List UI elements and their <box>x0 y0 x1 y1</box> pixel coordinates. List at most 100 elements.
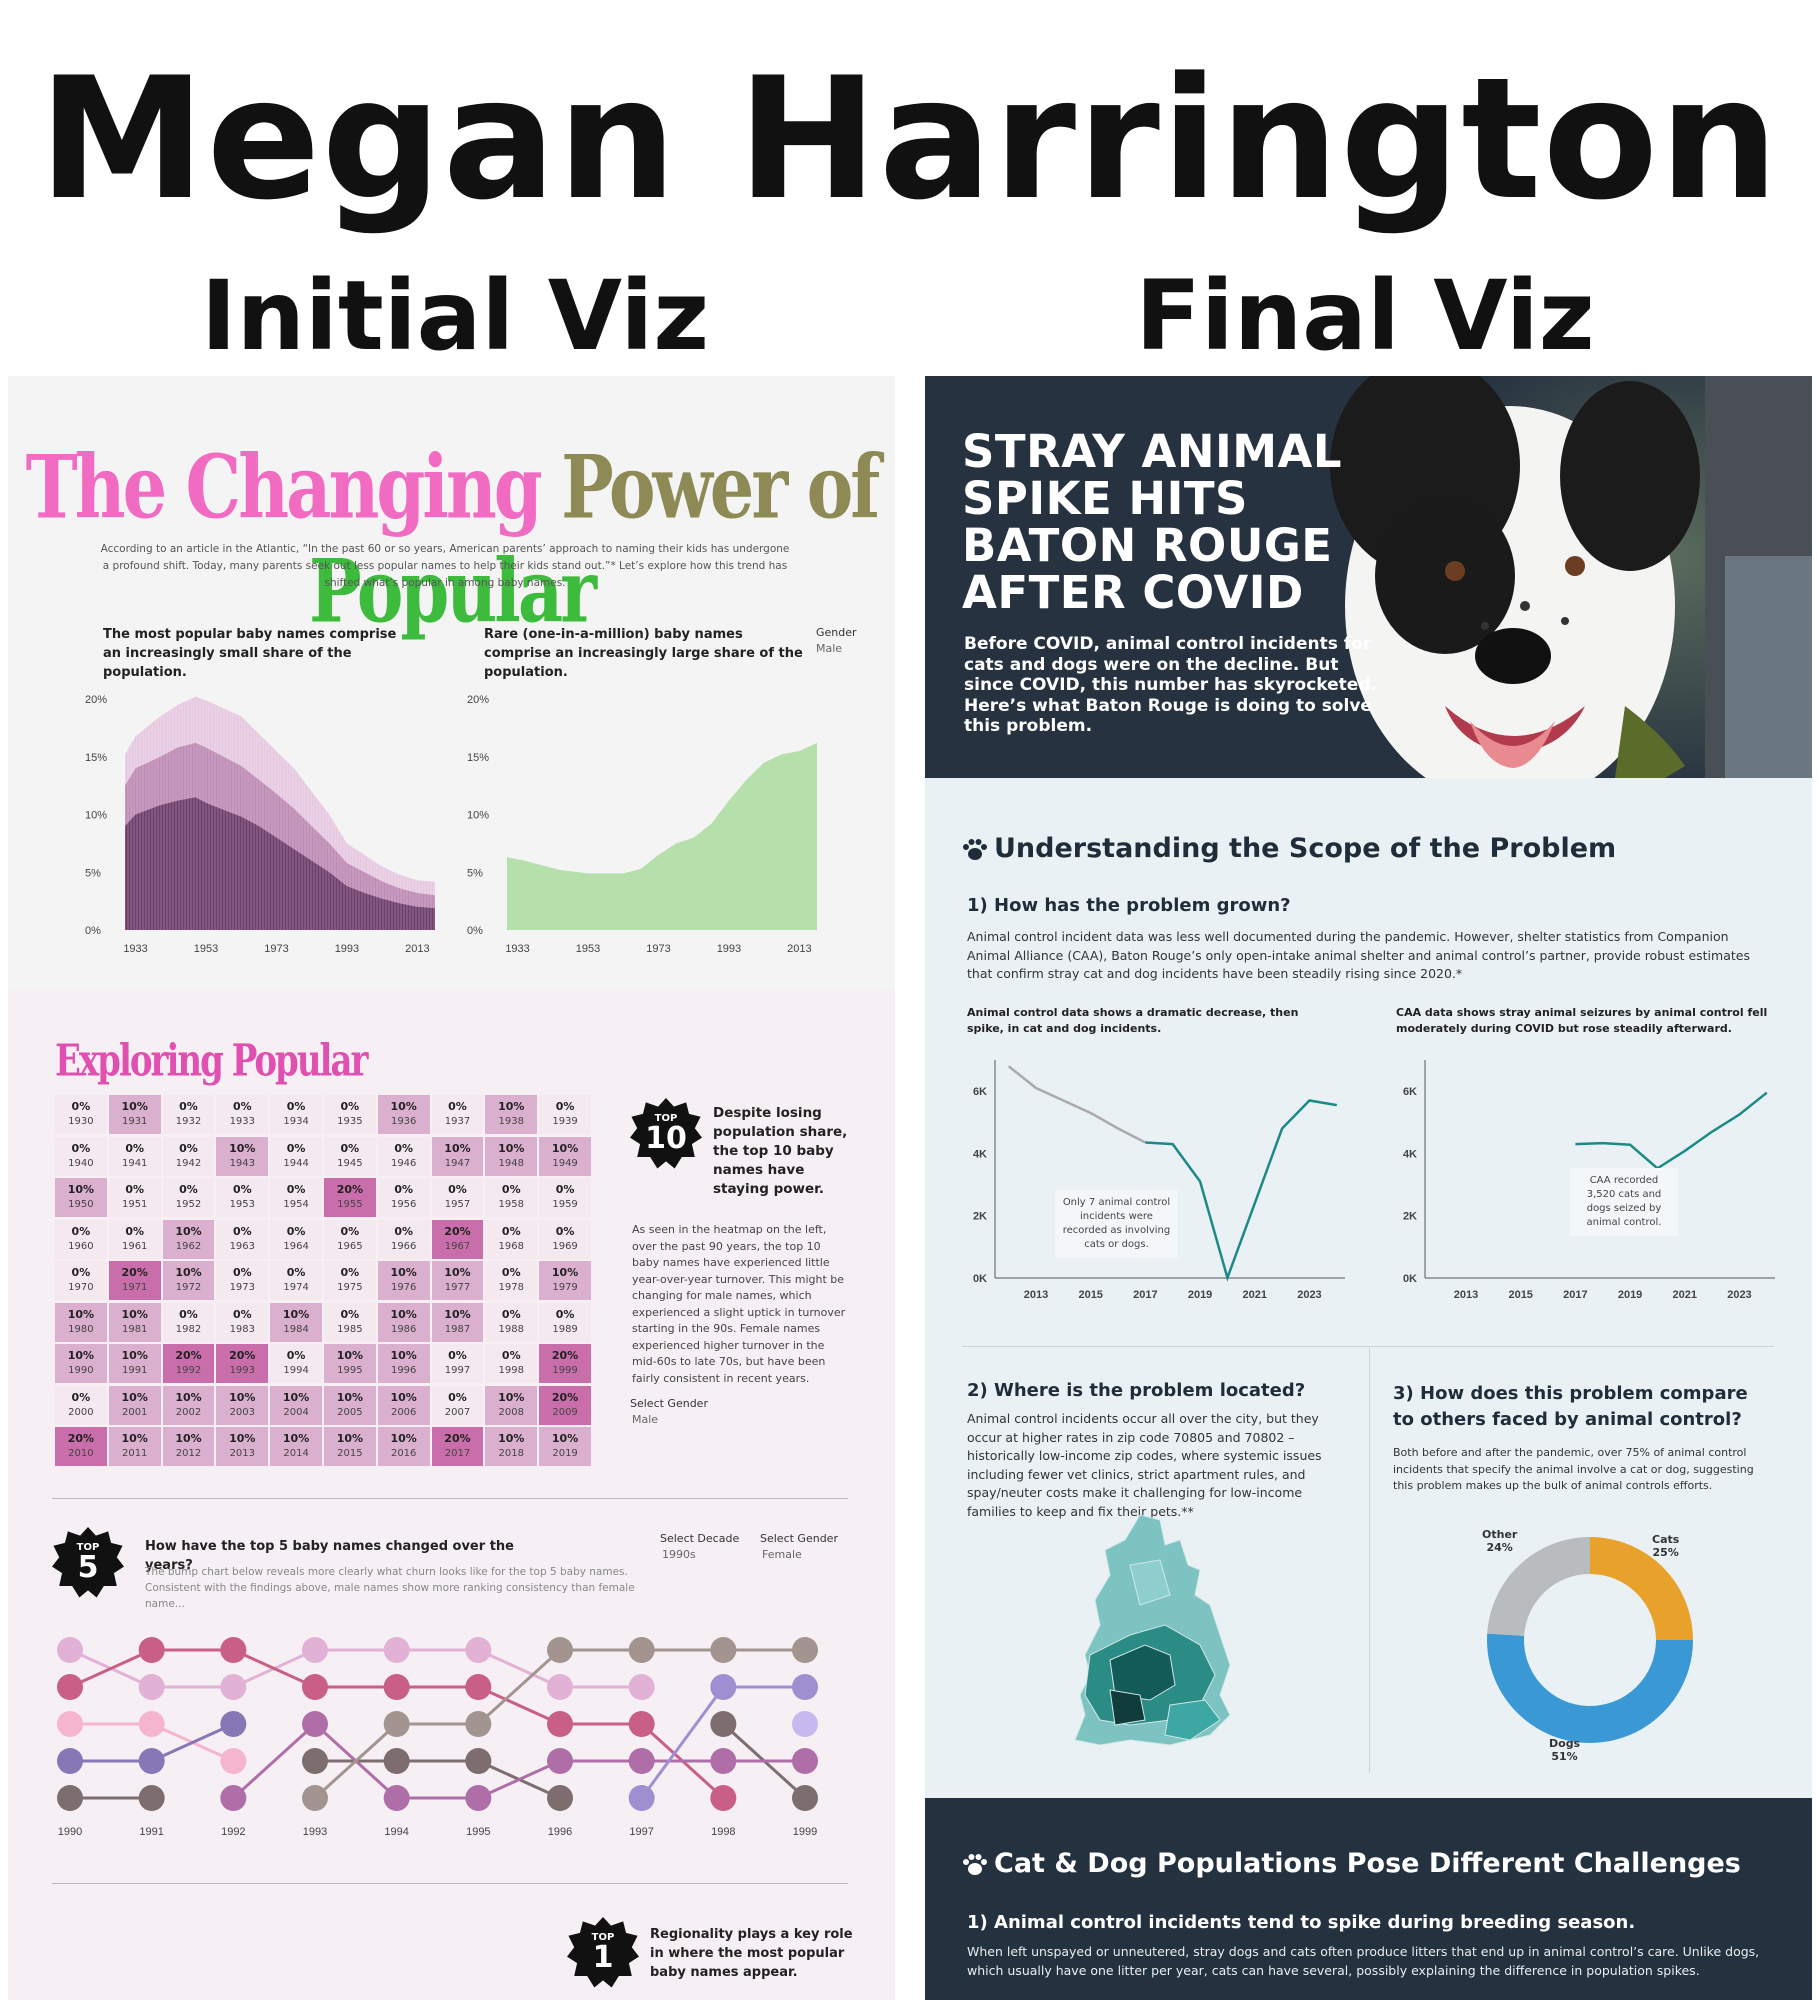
heatmap-cell-value: 10% <box>175 1224 202 1238</box>
heatmap-cell[interactable]: 0% 1930 <box>55 1095 107 1134</box>
heatmap-cell[interactable]: 10% 1990 <box>55 1344 107 1383</box>
heatmap-cell[interactable]: 10% 1943 <box>216 1136 269 1176</box>
heatmap-cell[interactable]: 10% 2001 <box>108 1385 161 1425</box>
heatmap-cell[interactable]: 0% 1975 <box>323 1261 376 1300</box>
heatmap-cell[interactable]: 10% 1976 <box>377 1261 430 1300</box>
heatmap-cell[interactable]: 10% 1987 <box>431 1302 484 1342</box>
heatmap-cell[interactable]: 10% 2012 <box>162 1427 215 1466</box>
heatmap-cell[interactable]: 0% 1983 <box>216 1302 269 1342</box>
heatmap-cell[interactable]: 20% 1993 <box>216 1344 269 1383</box>
heatmap-cell[interactable]: 0% 1965 <box>323 1219 376 1259</box>
heatmap-cell[interactable]: 10% 2003 <box>216 1385 269 1425</box>
heatmap-cell[interactable]: 20% 2010 <box>55 1427 107 1466</box>
heatmap-cell[interactable]: 0% 1932 <box>162 1095 215 1134</box>
heatmap-cell[interactable]: 0% 1994 <box>270 1344 322 1383</box>
heatmap-cell[interactable]: 10% 1981 <box>108 1302 161 1342</box>
heatmap-cell[interactable]: 0% 1934 <box>270 1095 322 1134</box>
select-decade-value[interactable]: 1990s <box>662 1548 696 1561</box>
heatmap-cell[interactable]: 20% 2009 <box>539 1385 591 1425</box>
x-tick-label: 1998 <box>711 1826 735 1838</box>
heatmap-cell[interactable]: 10% 1996 <box>377 1344 430 1383</box>
heatmap-cell[interactable]: 20% 1971 <box>108 1261 161 1300</box>
heatmap-cell[interactable]: 0% 1966 <box>377 1219 430 1259</box>
heatmap-cell-value: 0% <box>125 1224 145 1238</box>
heatmap-cell[interactable]: 0% 1978 <box>485 1261 538 1300</box>
heatmap-cell[interactable]: 0% 1959 <box>539 1178 591 1217</box>
heatmap-cell[interactable]: 10% 2015 <box>323 1427 376 1466</box>
heatmap-cell[interactable]: 0% 2000 <box>55 1385 107 1425</box>
heatmap-cell[interactable]: 0% 1963 <box>216 1219 269 1259</box>
heatmap-cell[interactable]: 0% 1988 <box>485 1302 538 1342</box>
heatmap-cell[interactable]: 0% 1964 <box>270 1219 322 1259</box>
heatmap-cell[interactable]: 0% 2007 <box>431 1385 484 1425</box>
heatmap-cell[interactable]: 0% 1957 <box>431 1178 484 1217</box>
heatmap-cell[interactable]: 0% 1933 <box>216 1095 269 1134</box>
heatmap-cell[interactable]: 0% 1989 <box>539 1302 591 1342</box>
heatmap-cell[interactable]: 0% 1937 <box>431 1095 484 1134</box>
heatmap-cell[interactable]: 10% 2019 <box>539 1427 591 1466</box>
heatmap-cell[interactable]: 0% 1944 <box>270 1136 322 1176</box>
heatmap-cell[interactable]: 0% 1968 <box>485 1219 538 1259</box>
heatmap-cell[interactable]: 0% 1953 <box>216 1178 269 1217</box>
heatmap-cell[interactable]: 10% 2014 <box>270 1427 322 1466</box>
heatmap-cell[interactable]: 10% 1950 <box>55 1178 107 1217</box>
heatmap-cell[interactable]: 0% 1954 <box>270 1178 322 1217</box>
heatmap-cell[interactable]: 10% 1984 <box>270 1302 322 1342</box>
heatmap-cell-value: 20% <box>175 1349 202 1362</box>
heatmap-cell-value: 10% <box>498 1390 525 1404</box>
heatmap-cell[interactable]: 20% 1955 <box>323 1178 376 1217</box>
heatmap-cell[interactable]: 10% 2018 <box>485 1427 538 1466</box>
heatmap-cell[interactable]: 0% 1998 <box>485 1344 538 1383</box>
heatmap-cell[interactable]: 0% 1951 <box>108 1178 161 1217</box>
heatmap-cell[interactable]: 10% 1948 <box>485 1136 538 1176</box>
heatmap-cell[interactable]: 10% 2002 <box>162 1385 215 1425</box>
heatmap-cell[interactable]: 10% 1938 <box>485 1095 538 1134</box>
heatmap-cell[interactable]: 0% 1945 <box>323 1136 376 1176</box>
heatmap-cell[interactable]: 0% 1941 <box>108 1136 161 1176</box>
heatmap-cell[interactable]: 0% 1958 <box>485 1178 538 1217</box>
heatmap-cell[interactable]: 0% 1997 <box>431 1344 484 1383</box>
heatmap-cell[interactable]: 0% 1952 <box>162 1178 215 1217</box>
heatmap-cell[interactable]: 0% 1942 <box>162 1136 215 1176</box>
heatmap-cell[interactable]: 10% 1962 <box>162 1219 215 1259</box>
heatmap-cell[interactable]: 10% 2013 <box>216 1427 269 1466</box>
heatmap-cell[interactable]: 0% 1939 <box>539 1095 591 1134</box>
heatmap-cell[interactable]: 0% 1935 <box>323 1095 376 1134</box>
heatmap-cell[interactable]: 10% 2004 <box>270 1385 322 1425</box>
heatmap-cell[interactable]: 10% 1947 <box>431 1136 484 1176</box>
heatmap-cell[interactable]: 10% 1977 <box>431 1261 484 1300</box>
heatmap-cell[interactable]: 0% 1940 <box>55 1136 107 1176</box>
gender-filter-value[interactable]: Male <box>816 642 843 655</box>
heatmap-cell[interactable]: 10% 1980 <box>55 1302 107 1342</box>
select-gender-value[interactable]: Male <box>632 1413 659 1426</box>
heatmap-cell[interactable]: 0% 1960 <box>55 1219 107 1259</box>
heatmap-cell-value: 10% <box>67 1183 95 1196</box>
heatmap-cell[interactable]: 10% 1972 <box>162 1261 215 1300</box>
heatmap-cell[interactable]: 10% 1931 <box>108 1095 161 1134</box>
heatmap-cell[interactable]: 10% 1949 <box>539 1136 591 1176</box>
heatmap-cell[interactable]: 0% 1961 <box>108 1219 161 1259</box>
heatmap-cell[interactable]: 0% 1969 <box>539 1219 591 1259</box>
select-gender2-value[interactable]: Female <box>762 1548 802 1561</box>
heatmap-cell[interactable]: 20% 1999 <box>539 1344 591 1383</box>
heatmap-cell[interactable]: 10% 2005 <box>323 1385 376 1425</box>
heatmap-cell[interactable]: 20% 1992 <box>162 1344 215 1383</box>
heatmap-cell[interactable]: 0% 1982 <box>162 1302 215 1342</box>
heatmap-cell[interactable]: 0% 1974 <box>270 1261 322 1300</box>
heatmap-cell[interactable]: 0% 1946 <box>377 1136 430 1176</box>
heatmap-cell[interactable]: 10% 1991 <box>108 1344 161 1383</box>
heatmap-cell[interactable]: 10% 2016 <box>377 1427 430 1466</box>
heatmap-cell[interactable]: 0% 1985 <box>323 1302 376 1342</box>
heatmap-cell[interactable]: 10% 2011 <box>108 1427 161 1466</box>
heatmap-cell[interactable]: 0% 1956 <box>377 1178 430 1217</box>
heatmap-cell[interactable]: 0% 1970 <box>55 1261 107 1300</box>
heatmap-cell[interactable]: 10% 1936 <box>377 1095 430 1134</box>
heatmap-cell[interactable]: 0% 1973 <box>216 1261 269 1300</box>
heatmap-cell[interactable]: 10% 1979 <box>539 1261 591 1300</box>
heatmap-cell[interactable]: 10% 1995 <box>323 1344 376 1383</box>
heatmap-cell[interactable]: 10% 1986 <box>377 1302 430 1342</box>
heatmap-cell[interactable]: 10% 2008 <box>485 1385 538 1425</box>
heatmap-cell[interactable]: 10% 2006 <box>377 1385 430 1425</box>
heatmap-cell[interactable]: 20% 1967 <box>431 1219 484 1259</box>
heatmap-cell[interactable]: 20% 2017 <box>431 1427 484 1466</box>
